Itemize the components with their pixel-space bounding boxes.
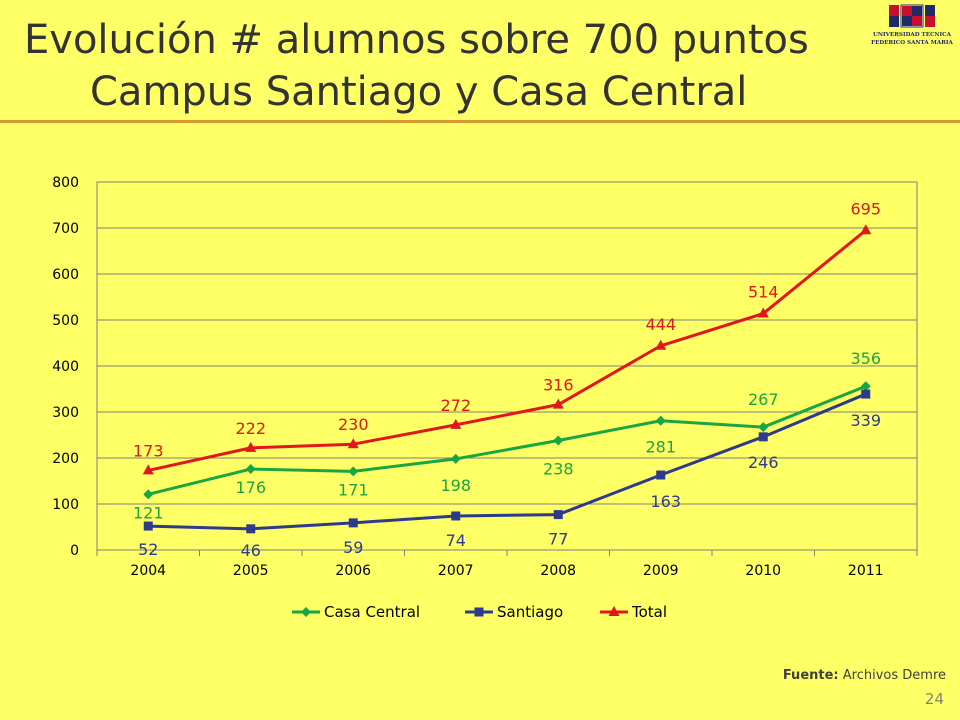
x-tick-label: 2004 — [130, 563, 166, 579]
data-label: 121 — [133, 503, 164, 522]
line-chart: 0 100 200 300 400 500 600 700 800 2004 2005 2006 200… — [52, 175, 918, 621]
data-label: 272 — [440, 396, 471, 415]
series-line — [147, 229, 867, 472]
data-label: 52 — [138, 540, 158, 559]
data-point — [553, 510, 563, 520]
x-tick-label: 2006 — [335, 563, 371, 579]
x-tick-label: 2007 — [438, 563, 474, 579]
data-point — [655, 339, 667, 350]
data-point — [860, 224, 872, 235]
data-point — [245, 441, 257, 452]
y-tick-label: 600 — [52, 267, 79, 283]
x-tick-label: 2010 — [745, 563, 781, 579]
data-point — [758, 422, 769, 433]
data-label: 171 — [338, 480, 369, 499]
data-label: 77 — [548, 530, 568, 549]
data-label: 59 — [343, 538, 363, 557]
page-number: 24 — [924, 690, 944, 708]
data-point — [142, 464, 154, 475]
data-point — [758, 432, 768, 442]
data-point — [655, 415, 666, 426]
legend-label: Total — [631, 603, 667, 621]
logo-text-line-2: FEDERICO SANTA MARIA — [871, 40, 953, 46]
data-label: 246 — [748, 453, 779, 472]
data-point — [246, 524, 256, 534]
data-label: 267 — [748, 390, 779, 409]
legend-marker — [474, 607, 484, 617]
data-point — [143, 489, 154, 500]
data-label: 356 — [850, 349, 881, 368]
data-point — [450, 418, 462, 429]
legend-marker — [301, 607, 311, 617]
data-point — [451, 511, 461, 521]
data-label: 46 — [241, 541, 261, 560]
y-tick-label: 800 — [52, 175, 79, 191]
series-line — [147, 384, 867, 496]
y-tick-label: 400 — [52, 359, 79, 375]
title-line-2: Campus Santiago y Casa Central — [90, 69, 748, 115]
x-tick-label: 2009 — [643, 563, 679, 579]
slide-title: Evolución # alumnos sobre 700 puntos Cam… — [0, 0, 960, 120]
data-point — [348, 466, 359, 477]
x-tick-label: 2005 — [233, 563, 269, 579]
y-tick-label: 300 — [52, 405, 79, 421]
source-text: Archivos Demre — [842, 668, 946, 683]
data-label: 238 — [543, 460, 574, 479]
legend-label: Casa Central — [324, 603, 420, 621]
y-tick-label: 100 — [52, 497, 79, 513]
data-label: 222 — [235, 419, 266, 438]
data-label: 163 — [650, 492, 681, 511]
university-logo: UNIVERSIDAD TECNICA FEDERICO SANTA MARIA — [868, 4, 956, 48]
source-label: Fuente: — [782, 668, 839, 683]
data-label: 695 — [850, 199, 881, 218]
data-label: 230 — [338, 415, 369, 434]
y-tick-label: 200 — [52, 451, 79, 467]
data-label: 198 — [440, 476, 471, 495]
data-point — [552, 398, 564, 409]
data-label: 514 — [748, 283, 779, 302]
data-point — [348, 518, 358, 528]
x-tick-label: 2011 — [848, 563, 884, 579]
data-point — [553, 435, 564, 446]
data-point — [245, 464, 256, 475]
x-tick-label: 2008 — [540, 563, 576, 579]
data-label: 173 — [133, 441, 164, 460]
data-point — [860, 381, 871, 392]
title-line-1: Evolución # alumnos sobre 700 puntos — [24, 17, 809, 63]
data-label: 176 — [235, 478, 266, 497]
data-label: 74 — [446, 531, 466, 550]
data-point — [656, 470, 666, 480]
legend-label: Santiago — [497, 603, 563, 621]
shield-icon — [889, 4, 935, 28]
title-divider — [0, 120, 960, 123]
data-point — [347, 438, 359, 449]
data-point — [861, 389, 871, 399]
legend-marker — [608, 606, 620, 616]
series-line — [148, 392, 867, 531]
data-label: 316 — [543, 376, 574, 395]
data-label: 339 — [850, 411, 881, 430]
y-tick-label: 700 — [52, 221, 79, 237]
y-tick-label: 0 — [70, 543, 79, 559]
data-label: 281 — [645, 438, 676, 457]
source-note: Fuente: Archivos Demre — [783, 668, 946, 683]
y-tick-label: 500 — [52, 313, 79, 329]
data-label: 444 — [645, 315, 676, 334]
logo-text-line-1: UNIVERSIDAD TECNICA — [873, 32, 951, 38]
data-point — [450, 453, 461, 464]
data-point — [143, 521, 153, 531]
data-point — [757, 307, 769, 318]
